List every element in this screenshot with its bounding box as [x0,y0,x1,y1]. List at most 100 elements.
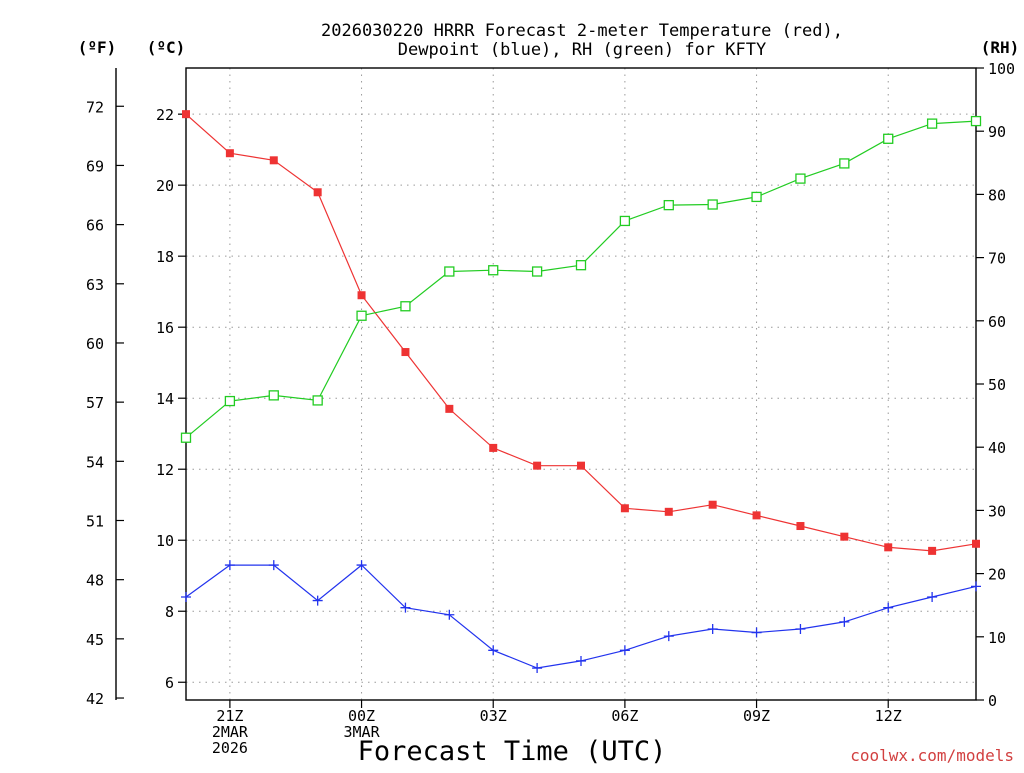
celsius-tick-label: 20 [156,177,174,195]
credit-link[interactable]: coolwx.com/models [850,746,1014,765]
celsius-tick-label: 10 [156,532,174,550]
temperature-point [708,500,717,509]
rh-tick-label: 100 [988,60,1015,78]
rh-point [224,395,236,407]
rh-point [312,395,323,406]
rh-point [883,133,894,144]
unit-label-celsius: (ºC) [147,38,186,57]
dewpoint-point [224,560,235,571]
rh-tick-label: 20 [988,566,1006,584]
x-tick-label: 09Z [743,707,770,725]
x-tick-label: 2MAR [212,723,249,741]
celsius-tick-label: 8 [165,603,174,621]
unit-label-rh: (RH) [981,38,1020,57]
dewpoint-point [707,623,718,634]
temperature-point [313,188,322,197]
temperature-point [182,110,190,119]
temperature-point [489,443,498,452]
fahrenheit-tick-label: 60 [86,335,104,353]
dewpoint-point [927,592,938,603]
rh-point [531,266,543,277]
dewpoint-point [356,560,367,571]
x-axis-label: Forecast Time (UTC) [358,736,667,767]
dewpoint-point [576,655,586,666]
rh-point [795,173,806,184]
celsius-tick-label: 22 [156,106,174,124]
fahrenheit-tick-label: 42 [86,690,104,708]
rh-tick-label: 30 [988,502,1006,520]
rh-point [926,118,938,129]
dewpoint-point [444,609,455,620]
dewpoint-point [619,645,630,656]
rh-tick-label: 90 [988,123,1006,141]
rh-tick-label: 80 [988,186,1006,204]
plot-frame [185,67,977,701]
rh-line [185,120,977,439]
rh-point [400,301,411,312]
rh-tick-label: 0 [988,692,997,710]
dewpoint-point [268,560,279,571]
celsius-tick-label: 12 [156,461,174,479]
fahrenheit-tick-label: 51 [86,512,104,530]
celsius-tick-label: 14 [156,390,174,408]
rh-tick-label: 50 [988,376,1006,394]
dewpoint-point [795,623,806,634]
dewpoint-point [312,595,323,606]
x-tick-label: 03Z [480,707,507,725]
rh-point [751,191,762,203]
fahrenheit-tick-label: 54 [86,453,104,471]
temperature-point [752,511,761,520]
rh-tick-label: 40 [988,439,1006,457]
x-tick-label: 12Z [875,707,902,725]
chart-title-line2: Dewpoint (blue), RH (green) for KFTY [398,40,766,60]
temperature-point [664,507,673,516]
rh-point [970,115,982,127]
temperature-point [445,404,454,413]
dewpoint-point [883,602,894,613]
rh-point [619,215,631,227]
rh-point [839,158,850,169]
temperature-point [620,504,629,513]
x-tick-label: 2026 [212,739,248,757]
temperature-point [357,291,366,300]
grid [186,68,976,700]
dewpoint-point [971,581,981,592]
rh-point [356,310,367,321]
temperature-point [928,546,937,555]
dewpoint-point [532,663,543,674]
fahrenheit-tick-label: 72 [86,98,104,116]
rh-tick-label: 60 [988,313,1006,331]
rh-tick-label: 10 [988,629,1006,647]
dewpoint-line [185,564,977,669]
unit-label-fahrenheit: (ºF) [78,38,117,57]
temperature-point [796,522,805,531]
temperature-line [185,113,977,552]
rh-point [444,266,455,277]
dewpoint-point [181,592,191,603]
celsius-tick-label: 16 [156,319,174,337]
temperature-point [972,539,980,548]
temperature-point [401,348,410,357]
rh-point [707,199,718,210]
fahrenheit-tick-label: 48 [86,572,104,590]
dewpoint-point [663,631,674,642]
rh-tick-label: 70 [988,250,1006,268]
dewpoint-point [400,602,411,613]
x-tick-label: 21Z [216,707,243,725]
chart-title-line1: 2026030220 HRRR Forecast 2-meter Tempera… [321,21,843,41]
fahrenheit-tick-label: 63 [86,276,104,294]
temperature-point [884,543,893,552]
dewpoint-point [488,645,499,656]
rh-point [663,199,674,211]
temperature-point [533,461,542,470]
fahrenheit-tick-label: 66 [86,217,104,235]
temperature-point [225,149,234,158]
x-tick-label: 00Z [348,707,375,725]
fahrenheit-tick-label: 57 [86,394,104,412]
rh-point [180,432,192,443]
rh-point [268,390,279,401]
dewpoint-point [839,616,850,627]
fahrenheit-tick-label: 45 [86,631,104,649]
